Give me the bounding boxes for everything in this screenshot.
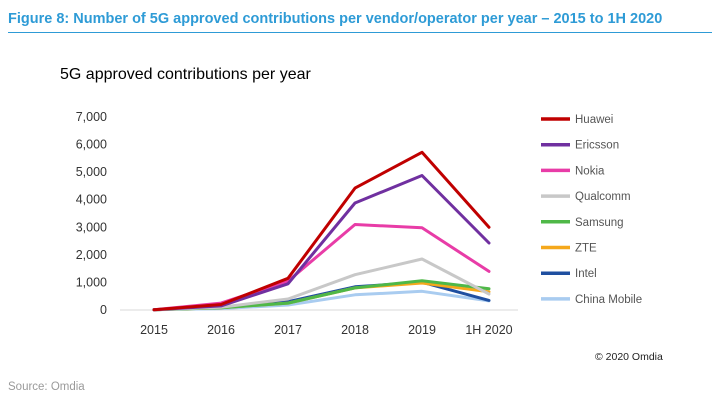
legend-label: Intel xyxy=(575,268,597,280)
legend-label: Huawei xyxy=(575,114,613,126)
x-tick-label: 2018 xyxy=(341,323,369,337)
y-axis: 0 1,000 2,000 3,000 4,000 5,000 6,000 7,000 xyxy=(76,110,107,317)
x-tick-label: 2015 xyxy=(140,323,168,337)
figure-title: Figure 8: Number of 5G approved contribu… xyxy=(8,6,712,33)
copyright-note: © 2020 Omdia xyxy=(595,351,663,363)
y-tick-label: 3,000 xyxy=(76,220,107,234)
legend-label: Qualcomm xyxy=(575,191,631,203)
legend-label: Nokia xyxy=(575,165,605,177)
x-axis: 2015 2016 2017 2018 2019 1H 2020 xyxy=(120,309,518,337)
x-tick-label: 2019 xyxy=(408,323,436,337)
y-tick-label: 1,000 xyxy=(76,275,107,289)
legend-label: Samsung xyxy=(575,217,624,229)
legend: Huawei Ericsson Nokia Qualcomm Samsung ZTE Int… xyxy=(541,114,642,306)
y-tick-label: 4,000 xyxy=(76,193,107,207)
x-tick-label: 1H 2020 xyxy=(465,323,512,337)
legend-label: China Mobile xyxy=(575,294,642,306)
series-lines xyxy=(152,150,491,312)
series-line-huawei xyxy=(152,150,491,312)
source-note: Source: Omdia xyxy=(8,381,85,393)
legend-label: ZTE xyxy=(575,243,597,255)
x-tick-label: 2016 xyxy=(207,323,235,337)
series-line-ericsson xyxy=(152,174,491,312)
y-tick-label: 2,000 xyxy=(76,248,107,262)
y-tick-label: 0 xyxy=(100,303,107,317)
chart-title: 5G approved contributions per year xyxy=(60,66,311,83)
y-tick-label: 6,000 xyxy=(76,138,107,152)
x-tick-label: 2017 xyxy=(274,323,302,337)
legend-label: Ericsson xyxy=(575,140,619,152)
y-tick-label: 5,000 xyxy=(76,165,107,179)
y-tick-label: 7,000 xyxy=(76,110,107,124)
